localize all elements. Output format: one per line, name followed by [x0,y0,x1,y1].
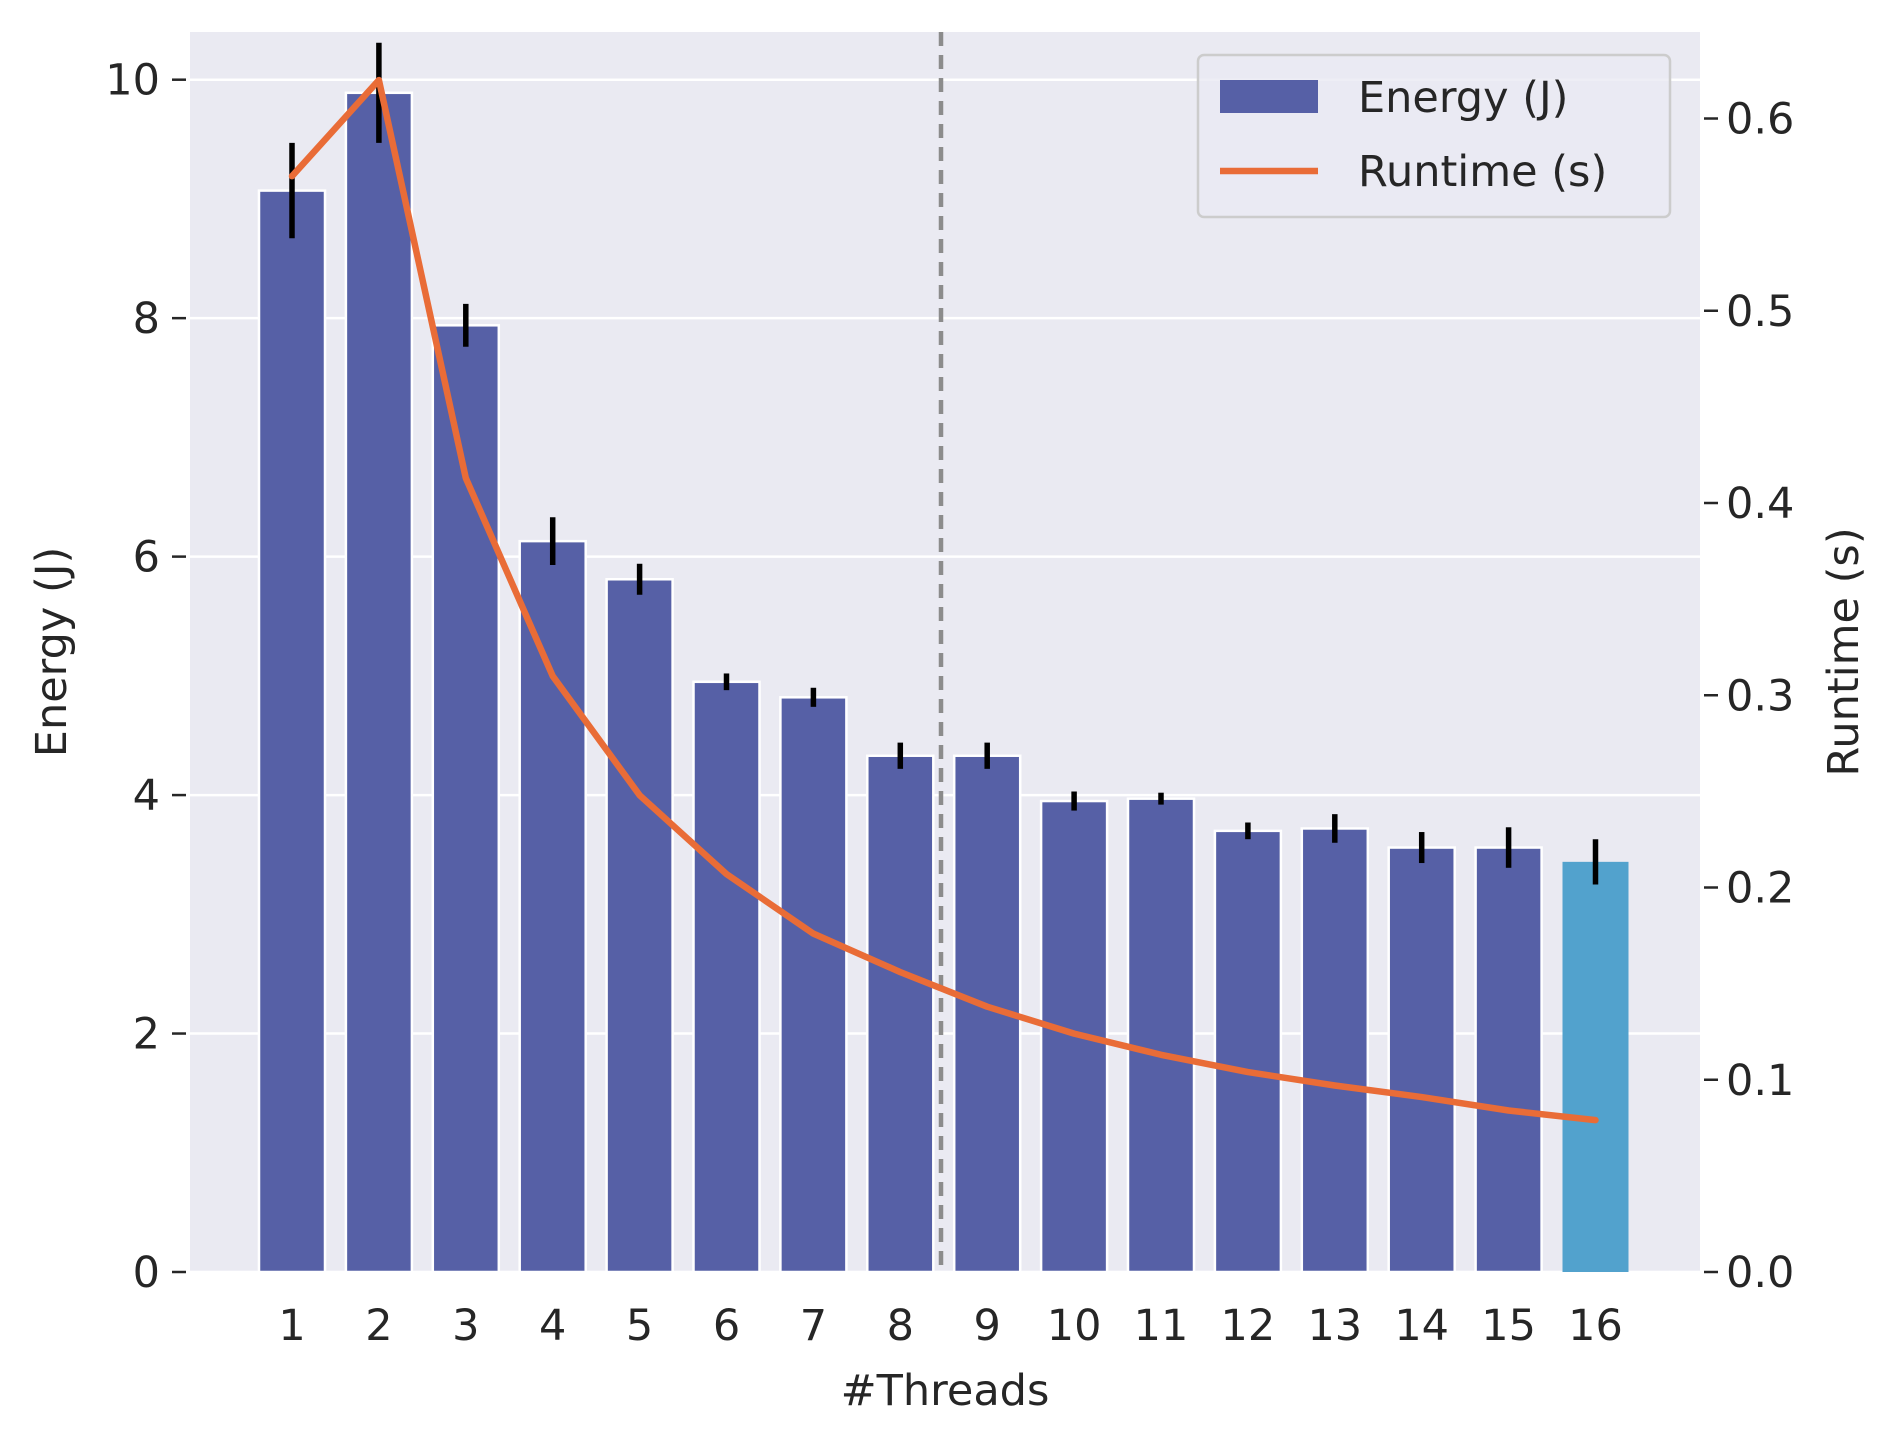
error-bars [289,42,1599,885]
y-tick-label: 2 [133,1010,160,1060]
y-tick-label: 6 [133,533,160,583]
energy-bar [1300,827,1370,1274]
energy-bar [1126,797,1196,1274]
energy-bar [605,578,674,1274]
x-tick-label: 16 [1568,1301,1623,1351]
x-tick-label: 1 [278,1301,305,1351]
y-axis-label: Energy (J) [27,547,77,757]
y-right-tick-label: 0.4 [1726,479,1794,529]
x-axis-label: #Threads [841,1366,1050,1416]
energy-bar [1387,846,1456,1274]
runtime-line [288,76,1599,1124]
y-right-tick-label: 0.0 [1726,1248,1794,1298]
energy-bar [692,680,761,1274]
y-right-tick-label: 0.1 [1726,1056,1794,1106]
energy-bar [1474,846,1543,1274]
x-tick-label: 12 [1221,1301,1276,1351]
y-tick-label: 4 [133,771,160,821]
energy-bar [257,189,327,1274]
y-right-tick-label: 0.5 [1726,287,1794,337]
x-tick-label: 10 [1047,1301,1102,1351]
legend-energy-swatch [1220,80,1318,113]
energy-bar [779,696,848,1274]
energy-bar [1562,861,1629,1272]
x-tick-label: 8 [887,1301,914,1351]
x-tick-label: 15 [1481,1301,1536,1351]
energy-bars [257,91,1629,1274]
x-tick-label: 9 [974,1301,1001,1351]
legend-energy-label: Energy (J) [1358,73,1568,123]
left-y-ticks: 0 2 4 6 8 10 [105,56,186,1298]
y-tick-label: 8 [133,294,160,344]
x-tick-label: 6 [713,1301,740,1351]
energy-bar [866,754,935,1274]
y-tick-label: 10 [105,56,160,106]
energy-bar [518,539,587,1274]
x-tick-label: 4 [539,1301,566,1351]
energy-bar [344,91,414,1274]
y-right-tick-label: 0.6 [1726,95,1794,145]
x-tick-label: 7 [800,1301,827,1351]
y-right-axis-label: Runtime (s) [1819,527,1869,776]
y-tick-label: 0 [133,1248,160,1298]
energy-bar [1213,829,1283,1274]
y-right-tick-label: 0.3 [1726,671,1794,721]
x-tick-label: 5 [626,1301,653,1351]
x-tick-label: 11 [1134,1301,1189,1351]
x-tick-label: 2 [365,1301,392,1351]
x-ticks: 1 2 3 4 5 6 7 8 9 10 11 12 13 14 15 16 [278,1301,1623,1351]
y-right-tick-label: 0.2 [1726,864,1794,914]
legend-runtime-label: Runtime (s) [1358,147,1607,197]
right-y-ticks: 0.0 0.1 0.2 0.3 0.4 0.5 0.6 [1704,95,1794,1298]
x-tick-label: 14 [1394,1301,1449,1351]
x-tick-label: 3 [452,1301,479,1351]
legend: Energy (J) Runtime (s) [1196,53,1672,219]
x-tick-label: 13 [1307,1301,1362,1351]
